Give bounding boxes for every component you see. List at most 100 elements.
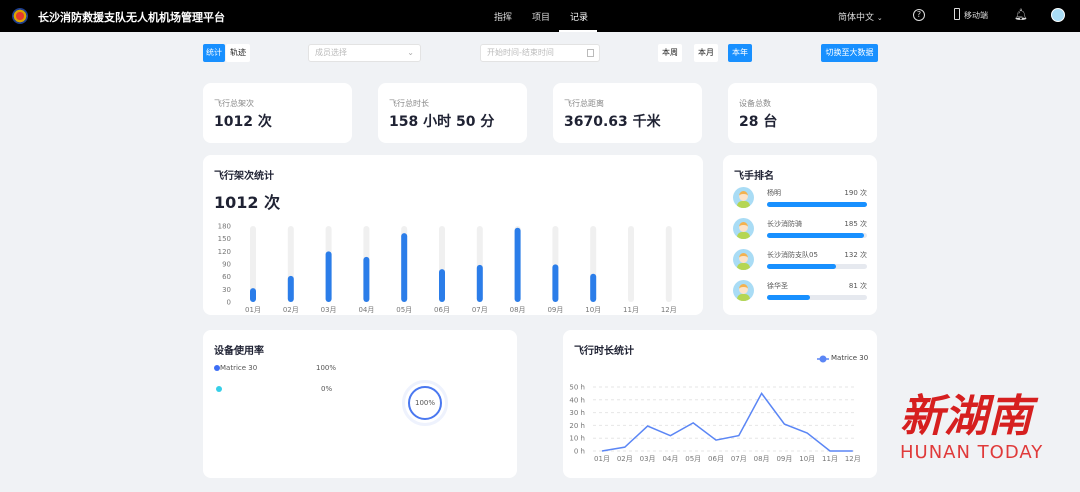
x-tick-label: 04月: [662, 455, 678, 463]
stat-label: 飞行总时长: [389, 99, 429, 108]
language-label: 简体中文: [838, 13, 875, 23]
hunan-today-watermark: 新湖南 HUNAN TODAY: [900, 392, 1044, 464]
x-tick-label: 04月: [358, 306, 374, 314]
y-tick-label: 20 h: [569, 422, 585, 430]
stat-card-total-duration: 飞行总时长 158 小时 50 分: [378, 83, 527, 143]
pilot-name: 长沙消防骑: [767, 220, 802, 228]
bar-07月: [476, 264, 483, 302]
period-month[interactable]: 本月: [694, 44, 718, 62]
flights-chart-card: 飞行架次统计 1012 次 0 30 60 90 120 150 180 01月 02月 03月 0…: [203, 155, 703, 315]
y-tick-label: 40 h: [569, 396, 585, 404]
pilot-progress-track: [767, 202, 867, 207]
calendar-icon: [587, 49, 594, 57]
stat-label: 飞行总距离: [564, 99, 604, 108]
x-tick-label: 07月: [731, 455, 747, 463]
usage-donut: [408, 386, 442, 420]
series-line-matrice-30: [601, 392, 853, 452]
pilot-count: 185 次: [844, 220, 867, 228]
duration-chart-card: 飞行时长统计 0 h 10 h 20 h 30 h 40 h 50 h 01月 02月 03月 0…: [563, 330, 877, 478]
language-select[interactable]: 简体中文 ⌄: [838, 10, 883, 23]
usage-item-name: Matrice 30: [220, 364, 258, 372]
x-tick-label: 03月: [640, 455, 656, 463]
nav-records[interactable]: 记录: [570, 13, 589, 23]
pilot-count: 81 次: [848, 282, 867, 290]
x-tick-label: 06月: [434, 306, 450, 314]
pilot-progress-track: [767, 233, 867, 238]
pilot-avatar: [733, 280, 754, 301]
user-avatar[interactable]: [1051, 8, 1065, 22]
x-tick-label: 03月: [321, 306, 337, 314]
y-tick-label: 30 h: [569, 409, 585, 417]
bar-03月: [325, 251, 332, 302]
period-year[interactable]: 本年: [728, 44, 752, 62]
flights-total: 1012 次: [214, 193, 281, 212]
pilot-name: 徐华圣: [767, 282, 788, 290]
x-tick-label: 11月: [623, 306, 639, 314]
pilot-progress-track: [767, 295, 867, 300]
y-tick-label: 10 h: [569, 435, 585, 443]
ranking-item: 徐华圣 81 次: [733, 280, 867, 310]
member-select[interactable]: 成员选择 ⌄: [308, 44, 421, 62]
x-tick-label: 10月: [585, 306, 601, 314]
stat-card-total-distance: 飞行总距离 3670.63 千米: [553, 83, 702, 143]
x-tick-label: 12月: [845, 455, 861, 463]
switch-bigdata-button[interactable]: 切换至大数据: [821, 44, 878, 62]
x-tick-label: 07月: [472, 306, 488, 314]
period-week[interactable]: 本周: [658, 44, 682, 62]
pilot-progress-fill: [767, 295, 810, 300]
ranking-item: 长沙消防支队05 132 次: [733, 249, 867, 279]
pilot-count: 132 次: [844, 251, 867, 259]
ranking-item: 杨明 190 次: [733, 187, 867, 217]
x-tick-label: 01月: [594, 455, 610, 463]
bar-01月: [250, 288, 256, 302]
legend-dot-icon: [216, 386, 222, 392]
x-tick-label: 08月: [754, 455, 770, 463]
x-tick-label: 05月: [396, 306, 412, 314]
pilot-progress-fill: [767, 233, 865, 238]
x-tick-label: 09月: [776, 455, 792, 463]
help-icon[interactable]: ?: [913, 9, 925, 21]
mobile-link[interactable]: 移动端: [964, 11, 988, 20]
member-placeholder: 成员选择: [315, 48, 347, 57]
y-tick-label: 30: [222, 286, 231, 294]
pilot-avatar: [733, 249, 754, 270]
nav-command[interactable]: 指挥: [494, 13, 513, 23]
date-range-input[interactable]: 开始时间-结束时间: [480, 44, 600, 62]
y-tick-label: 50 h: [569, 384, 585, 392]
legend-label: Matrice 30: [831, 354, 869, 362]
legend-dot-icon: [214, 365, 220, 371]
bar-08月: [514, 227, 521, 302]
usage-center-label: 100%: [414, 399, 435, 407]
tab-tracks[interactable]: 轨迹: [226, 44, 250, 62]
bell-icon[interactable]: 🔔︎: [1014, 8, 1028, 21]
x-tick-label: 02月: [283, 306, 299, 314]
x-tick-label: 11月: [822, 455, 838, 463]
y-tick-label: 60: [222, 273, 231, 281]
x-tick-label: 10月: [799, 455, 815, 463]
chevron-down-icon: ⌄: [407, 48, 414, 57]
x-tick-label: 08月: [510, 306, 526, 314]
pilot-name: 长沙消防支队05: [767, 251, 818, 259]
bar-track: [665, 226, 672, 302]
pilot-progress-track: [767, 264, 867, 269]
y-tick-label: 150: [218, 235, 231, 243]
y-tick-label: 0 h: [574, 448, 585, 456]
bar-05月: [401, 233, 408, 302]
pilot-name: 杨明: [767, 189, 781, 197]
y-tick-label: 180: [218, 223, 231, 231]
x-tick-label: 02月: [617, 455, 633, 463]
usage-item-percent: 0%: [321, 385, 333, 393]
stat-card-device-count: 设备总数 28 台: [728, 83, 877, 143]
nav-active-indicator: [559, 30, 597, 32]
ranking-item: 长沙消防骑 185 次: [733, 218, 867, 248]
nav-project[interactable]: 项目: [532, 13, 551, 23]
x-tick-label: 01月: [245, 306, 261, 314]
watermark-en: HUNAN TODAY: [900, 442, 1044, 463]
date-placeholder: 开始时间-结束时间: [487, 48, 554, 57]
top-bar: 长沙消防救援支队无人机机场管理平台 指挥 项目 记录 简体中文 ⌄ ? 移动端 …: [0, 0, 1080, 32]
flights-bar-chart: 0 30 60 90 120 150 180 01月 02月 03月 04月 05月 06月 07月 08月…: [218, 223, 677, 315]
x-tick-label: 12月: [661, 306, 677, 314]
fire-rescue-logo-icon: [12, 8, 28, 24]
tab-statistics[interactable]: 统计: [203, 44, 225, 62]
pilot-progress-fill: [767, 264, 837, 269]
